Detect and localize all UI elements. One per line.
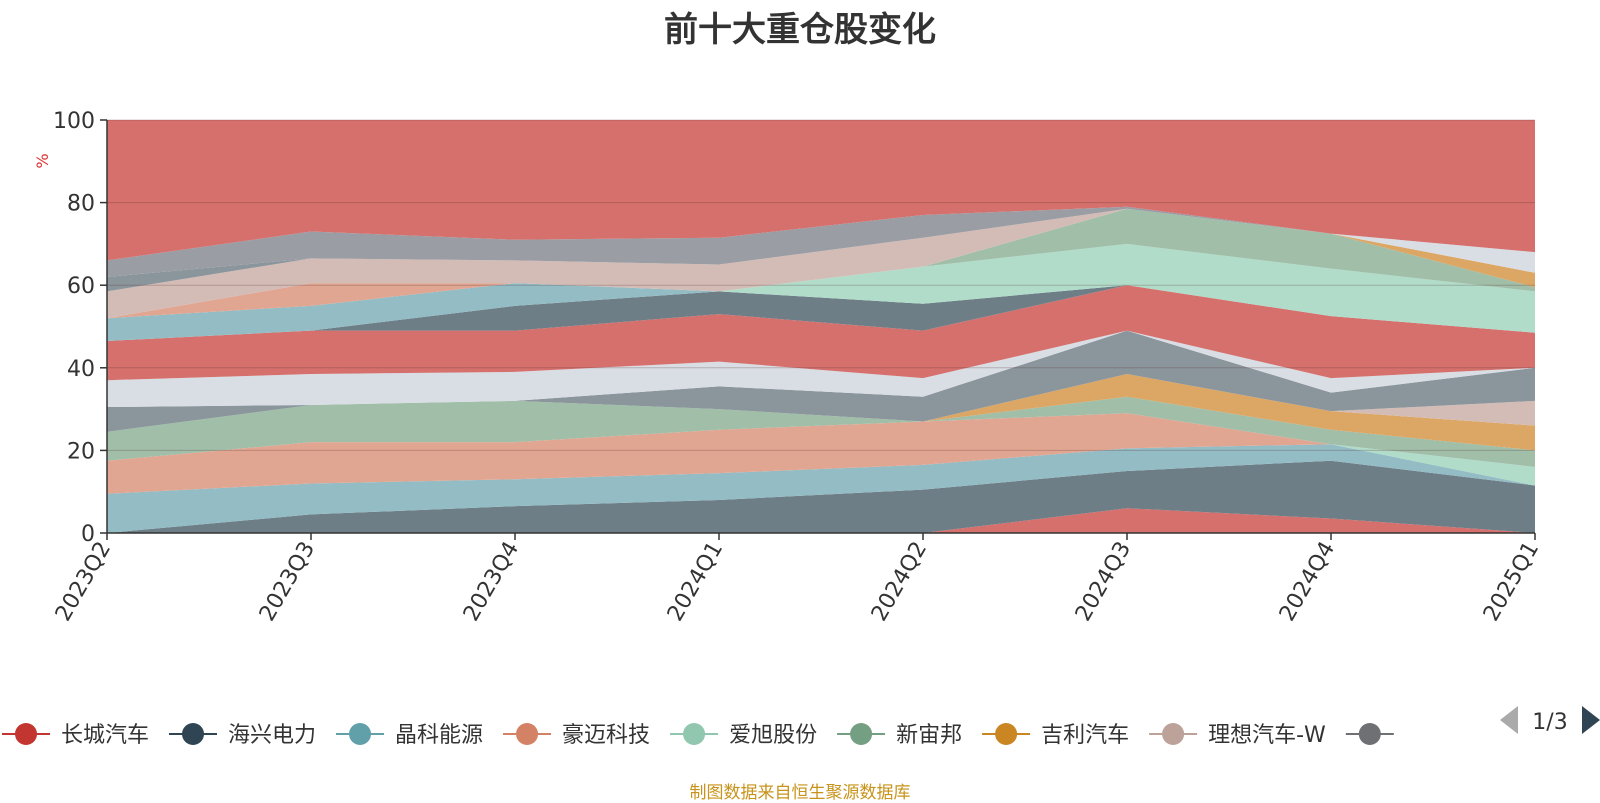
legend-marker-5 [850,723,873,745]
area-band-8 [107,330,1535,432]
area-band-3 [107,413,1535,494]
y-tick-label-4: 80 [67,192,95,217]
legend-item-2[interactable]: 晶科能源 [336,723,483,748]
legend-marker-8 [1358,723,1381,745]
legend-item-0[interactable]: 长城汽车 [2,723,149,748]
x-tick-label-2: 2023Q4 [459,538,524,626]
legend-item-3[interactable]: 豪迈科技 [503,723,650,748]
x-tick-label-7: 2025Q1 [1479,538,1544,626]
y-axis-label: % [33,153,52,168]
area-band-2 [107,444,1535,533]
y-tick-label-0: 0 [81,522,95,547]
legend-label-1: 海兴电力 [228,723,316,748]
y-tick-label-2: 40 [67,357,95,382]
x-tick-label-5: 2024Q3 [1071,538,1136,626]
y-tick-label-1: 20 [67,439,95,464]
x-tick-label-1: 2023Q3 [255,538,320,626]
y-tick-label-3: 60 [67,274,95,299]
chart-title: 前十大重仓股变化 [664,10,936,50]
legend-marker-2 [349,723,372,745]
legend-marker-7 [1162,723,1185,745]
area-band-10 [107,285,1535,381]
legend-item-4[interactable]: 爱旭股份 [670,723,817,748]
legend[interactable]: 长城汽车 海兴电力 晶科能源 豪迈科技 爱旭股份 新宙邦 吉利汽车 理想汽车-W [2,723,1394,748]
legend-label-3: 豪迈科技 [562,723,650,748]
area-band-17 [107,208,1535,319]
legend-item-8[interactable] [1345,723,1394,745]
legend-label-5: 新宙邦 [896,723,962,748]
legend-item-1[interactable]: 海兴电力 [169,723,316,748]
x-tick-label-4: 2024Q2 [867,538,932,626]
legend-item-5[interactable]: 新宙邦 [837,723,962,748]
legend-label-4: 爱旭股份 [729,723,817,748]
legend-marker-3 [516,723,539,745]
area-band-11 [107,285,1535,341]
legend-label-7: 理想汽车-W [1208,723,1326,748]
legend-page-indicator: 1/3 [1532,710,1567,735]
area-band-12 [107,283,1535,341]
x-tick-label-3: 2024Q1 [663,538,728,626]
area-band-5 [107,396,1535,467]
legend-pager: 1/3 [1500,706,1600,735]
area-band-15 [107,208,1535,319]
area-band-0 [107,508,1535,533]
legend-marker-6 [995,723,1018,745]
area-band-19 [107,206,1535,277]
legend-label-2: 晶科能源 [395,723,483,748]
area-band-14 [107,243,1535,333]
legend-label-6: 吉利汽车 [1041,723,1129,748]
x-tick-label-6: 2024Q4 [1275,538,1340,626]
legend-marker-0 [15,723,37,745]
area-band-6 [107,373,1535,451]
legend-label-0: 长城汽车 [61,723,149,748]
area-band-9 [107,330,1535,408]
legend-marker-1 [182,723,205,745]
data-source-footer: 制图数据来自恒生聚源数据库 [689,783,911,803]
y-tick-label-5: 100 [53,109,95,134]
area-band-21 [107,120,1535,261]
legend-next-page-icon[interactable] [1582,706,1600,734]
legend-prev-page-icon[interactable] [1500,706,1518,734]
legend-item-7[interactable]: 理想汽车-W [1149,723,1326,748]
area-band-1 [107,460,1535,533]
legend-item-6[interactable]: 吉利汽车 [982,723,1129,748]
legend-marker-4 [683,723,706,745]
x-tick-label-0: 2023Q2 [51,538,116,626]
area-layers [107,120,1535,533]
